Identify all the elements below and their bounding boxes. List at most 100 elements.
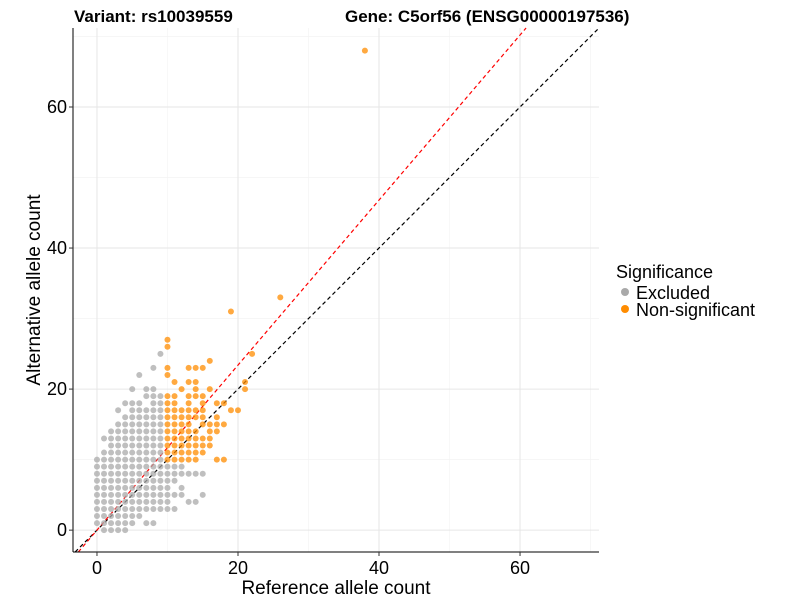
non-significant-point (171, 414, 178, 421)
excluded-point (122, 414, 129, 421)
excluded-point (101, 456, 108, 463)
axis-ticks: 0 20 40 60 0 20 40 60 (47, 97, 530, 578)
non-significant-point (192, 407, 199, 414)
excluded-point (115, 428, 122, 435)
excluded-point (150, 491, 157, 498)
excluded-point (150, 470, 157, 477)
excluded-point (115, 513, 122, 520)
excluded-point (171, 463, 178, 470)
excluded-point (136, 463, 143, 470)
non-significant-point (164, 435, 171, 442)
non-significant-point (199, 442, 206, 449)
non-significant-point (206, 386, 213, 393)
excluded-point (150, 400, 157, 407)
excluded-point (129, 456, 136, 463)
non-significant-point (178, 456, 185, 463)
excluded-point (129, 463, 136, 470)
excluded-point (93, 520, 100, 527)
excluded-point (108, 428, 115, 435)
excluded-point (136, 470, 143, 477)
excluded-point (101, 463, 108, 470)
excluded-point (143, 477, 150, 484)
excluded-point (143, 421, 150, 428)
excluded-point (115, 477, 122, 484)
excluded-point (101, 505, 108, 512)
excluded-point (136, 477, 143, 484)
excluded-point (150, 505, 157, 512)
excluded-point (108, 442, 115, 449)
excluded-point (157, 449, 164, 456)
excluded-point (136, 513, 143, 520)
excluded-point (115, 463, 122, 470)
non-significant-point (185, 414, 192, 421)
non-significant-point (199, 435, 206, 442)
data-points (93, 47, 368, 534)
non-significant-point (164, 428, 171, 435)
excluded-point (108, 527, 115, 534)
non-significant-point (192, 442, 199, 449)
excluded-point (108, 456, 115, 463)
excluded-point (115, 527, 122, 534)
excluded-point (136, 456, 143, 463)
non-significant-point (171, 379, 178, 386)
excluded-point (157, 421, 164, 428)
excluded-point (143, 491, 150, 498)
excluded-point (136, 400, 143, 407)
excluded-point (164, 505, 171, 512)
non-significant-point (185, 428, 192, 435)
excluded-point (115, 505, 122, 512)
non-significant-point (242, 379, 249, 386)
excluded-point (129, 421, 136, 428)
non-significant-point (164, 364, 171, 371)
reference-line-identity (74, 27, 600, 553)
non-significant-point (192, 456, 199, 463)
excluded-point (93, 477, 100, 484)
non-significant-point (164, 456, 171, 463)
excluded-point (122, 491, 129, 498)
non-significant-point (220, 456, 227, 463)
excluded-point (157, 484, 164, 491)
excluded-point (150, 463, 157, 470)
excluded-point (122, 513, 129, 520)
excluded-point (143, 484, 150, 491)
non-significant-point (213, 400, 220, 407)
excluded-point (150, 520, 157, 527)
non-significant-point (199, 393, 206, 400)
excluded-point (93, 470, 100, 477)
excluded-point (115, 442, 122, 449)
excluded-point (178, 491, 185, 498)
excluded-point (129, 449, 136, 456)
excluded-point (101, 470, 108, 477)
legend-label-non-significant: Non-significant (636, 300, 755, 320)
non-significant-point (234, 407, 241, 414)
excluded-point (129, 414, 136, 421)
excluded-point (143, 456, 150, 463)
excluded-point (136, 505, 143, 512)
excluded-point (136, 435, 143, 442)
excluded-point (129, 513, 136, 520)
excluded-point (115, 407, 122, 414)
non-significant-point (178, 449, 185, 456)
non-significant-point (199, 364, 206, 371)
non-significant-point (199, 414, 206, 421)
excluded-point (115, 520, 122, 527)
excluded-point (108, 477, 115, 484)
excluded-point (178, 470, 185, 477)
excluded-point (164, 491, 171, 498)
excluded-point (136, 414, 143, 421)
excluded-point (136, 498, 143, 505)
legend-label-excluded: Excluded (636, 283, 710, 303)
excluded-point (157, 505, 164, 512)
excluded-point (164, 484, 171, 491)
excluded-point (178, 463, 185, 470)
excluded-point (122, 421, 129, 428)
excluded-point (164, 498, 171, 505)
x-tick-label: 0 (92, 558, 102, 578)
excluded-point (143, 414, 150, 421)
x-axis-label: Reference allele count (241, 578, 431, 599)
excluded-point (192, 470, 199, 477)
non-significant-point (178, 421, 185, 428)
excluded-point (122, 435, 129, 442)
non-significant-point (185, 364, 192, 371)
excluded-point (157, 393, 164, 400)
